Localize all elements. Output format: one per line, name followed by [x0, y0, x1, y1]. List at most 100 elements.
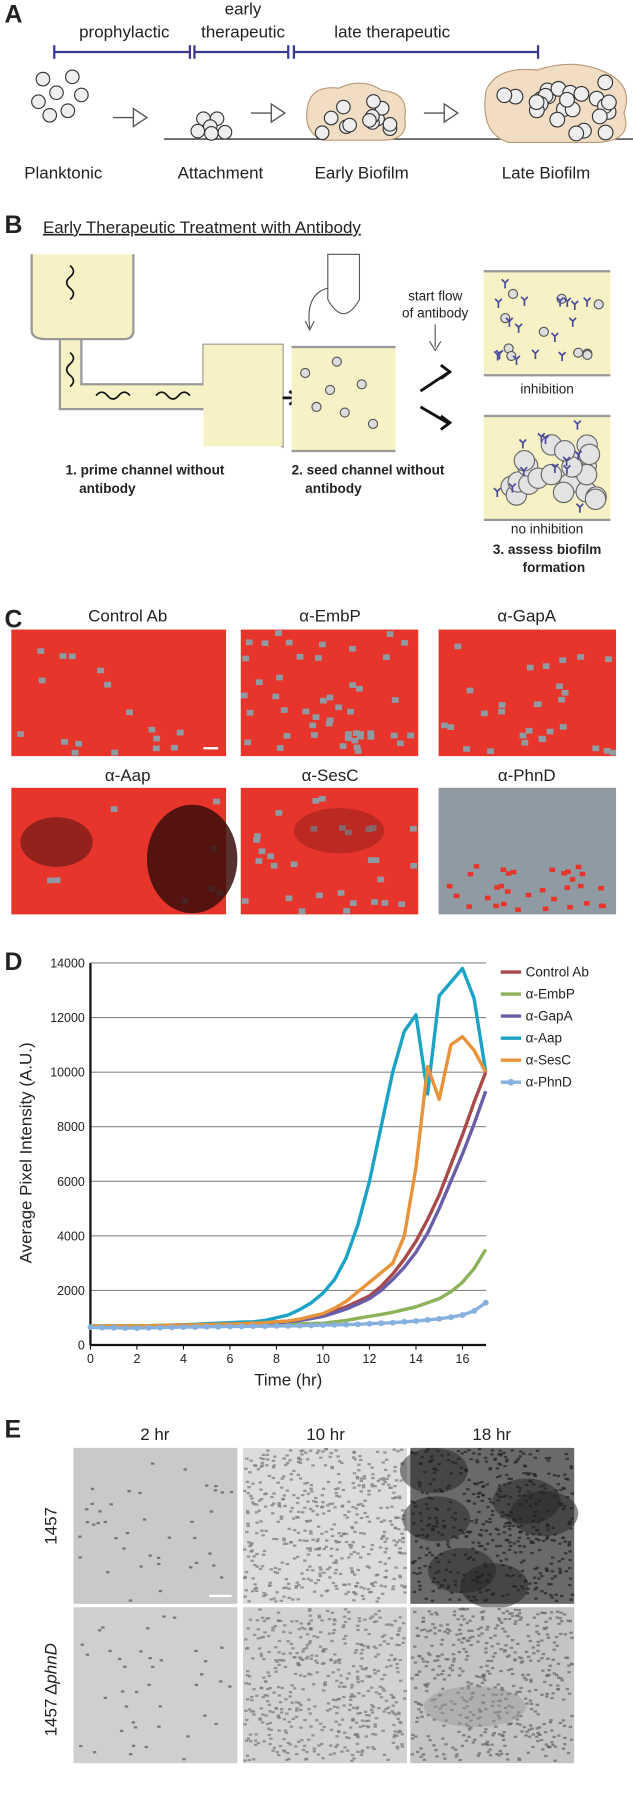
cell [401, 1641, 405, 1644]
cell [547, 1673, 551, 1677]
cell [359, 1458, 363, 1462]
antibody [562, 464, 571, 475]
cell [502, 1531, 506, 1534]
cell [337, 1661, 342, 1664]
gap-patch [498, 702, 506, 708]
image-label: Control Ab [88, 607, 167, 626]
cell [274, 1600, 278, 1603]
cell [367, 1493, 371, 1496]
cell [304, 1757, 309, 1760]
cell [272, 1746, 277, 1750]
cell [342, 1624, 346, 1627]
cell [358, 1455, 362, 1458]
data-point [436, 1315, 443, 1322]
cell [186, 1735, 190, 1738]
cell [536, 1739, 540, 1743]
cell [488, 1520, 492, 1524]
cell [183, 1468, 187, 1471]
cell [311, 401, 322, 412]
cell [311, 1683, 316, 1686]
cell [172, 1616, 177, 1619]
cell [283, 1624, 287, 1627]
cell [472, 1502, 477, 1505]
cell [559, 1488, 563, 1492]
cell [387, 1557, 391, 1560]
cell [280, 1686, 284, 1690]
cell [360, 1749, 365, 1752]
cell [450, 1591, 454, 1594]
cell [556, 1676, 561, 1679]
cell [544, 1626, 549, 1629]
cell [421, 1620, 425, 1624]
cell [269, 1568, 273, 1571]
cell [469, 1682, 473, 1685]
cell [495, 1624, 500, 1627]
flow-wave [65, 351, 75, 388]
data-point [308, 1322, 315, 1329]
gap-patch [577, 654, 585, 660]
cell [529, 1540, 534, 1543]
cell [517, 1612, 522, 1615]
data-point [320, 1322, 326, 1329]
cell [288, 1449, 293, 1452]
cell [394, 1566, 398, 1569]
cell [512, 1542, 516, 1545]
cell [545, 1536, 550, 1539]
cell [383, 1451, 387, 1454]
cell [469, 1726, 473, 1729]
gap-patch [326, 694, 334, 701]
cell [419, 1755, 423, 1758]
arrow [423, 102, 460, 124]
cell [501, 1738, 506, 1742]
gap-patch [176, 729, 184, 736]
cell [272, 1691, 276, 1694]
cell [387, 1659, 391, 1662]
gap-patch [325, 720, 333, 727]
cell [385, 1537, 389, 1540]
gap-patch [38, 677, 46, 684]
cell [467, 1728, 472, 1731]
cell [360, 1719, 365, 1722]
cell [213, 1489, 218, 1492]
cell [528, 1453, 532, 1456]
gap-patch [356, 685, 363, 692]
cell [148, 1656, 152, 1660]
cell [393, 1657, 397, 1661]
antibody [550, 332, 559, 342]
cell [400, 1745, 405, 1748]
biofilm-patch [567, 904, 573, 910]
cell [414, 1540, 419, 1543]
cell [299, 1708, 303, 1712]
cell [549, 1611, 554, 1614]
cell [499, 1752, 504, 1756]
cell [289, 1478, 294, 1481]
cell [469, 1520, 474, 1523]
cell [336, 1668, 341, 1671]
cell [500, 1734, 505, 1737]
biofilm [484, 63, 628, 143]
cell [382, 1753, 387, 1757]
cell [334, 1539, 338, 1543]
cell [296, 1473, 301, 1477]
column-label: 18 hr [472, 1425, 511, 1444]
cell [301, 1650, 305, 1653]
cell [551, 1743, 555, 1747]
cell [359, 1643, 364, 1646]
gap-patch [337, 890, 345, 896]
cell [287, 1527, 291, 1531]
cell [477, 1510, 481, 1514]
cell [469, 1458, 473, 1461]
gap-patch [298, 908, 306, 914]
cell [334, 1720, 338, 1723]
cell [298, 1461, 303, 1464]
cell [314, 1581, 318, 1585]
cell [403, 1585, 407, 1588]
cell [357, 1692, 361, 1695]
cell [417, 1580, 421, 1583]
cell [410, 1500, 414, 1503]
cell [374, 1620, 379, 1623]
cell [554, 1599, 559, 1602]
cell [60, 103, 76, 119]
data-point [459, 1312, 466, 1318]
cell [412, 1571, 416, 1575]
